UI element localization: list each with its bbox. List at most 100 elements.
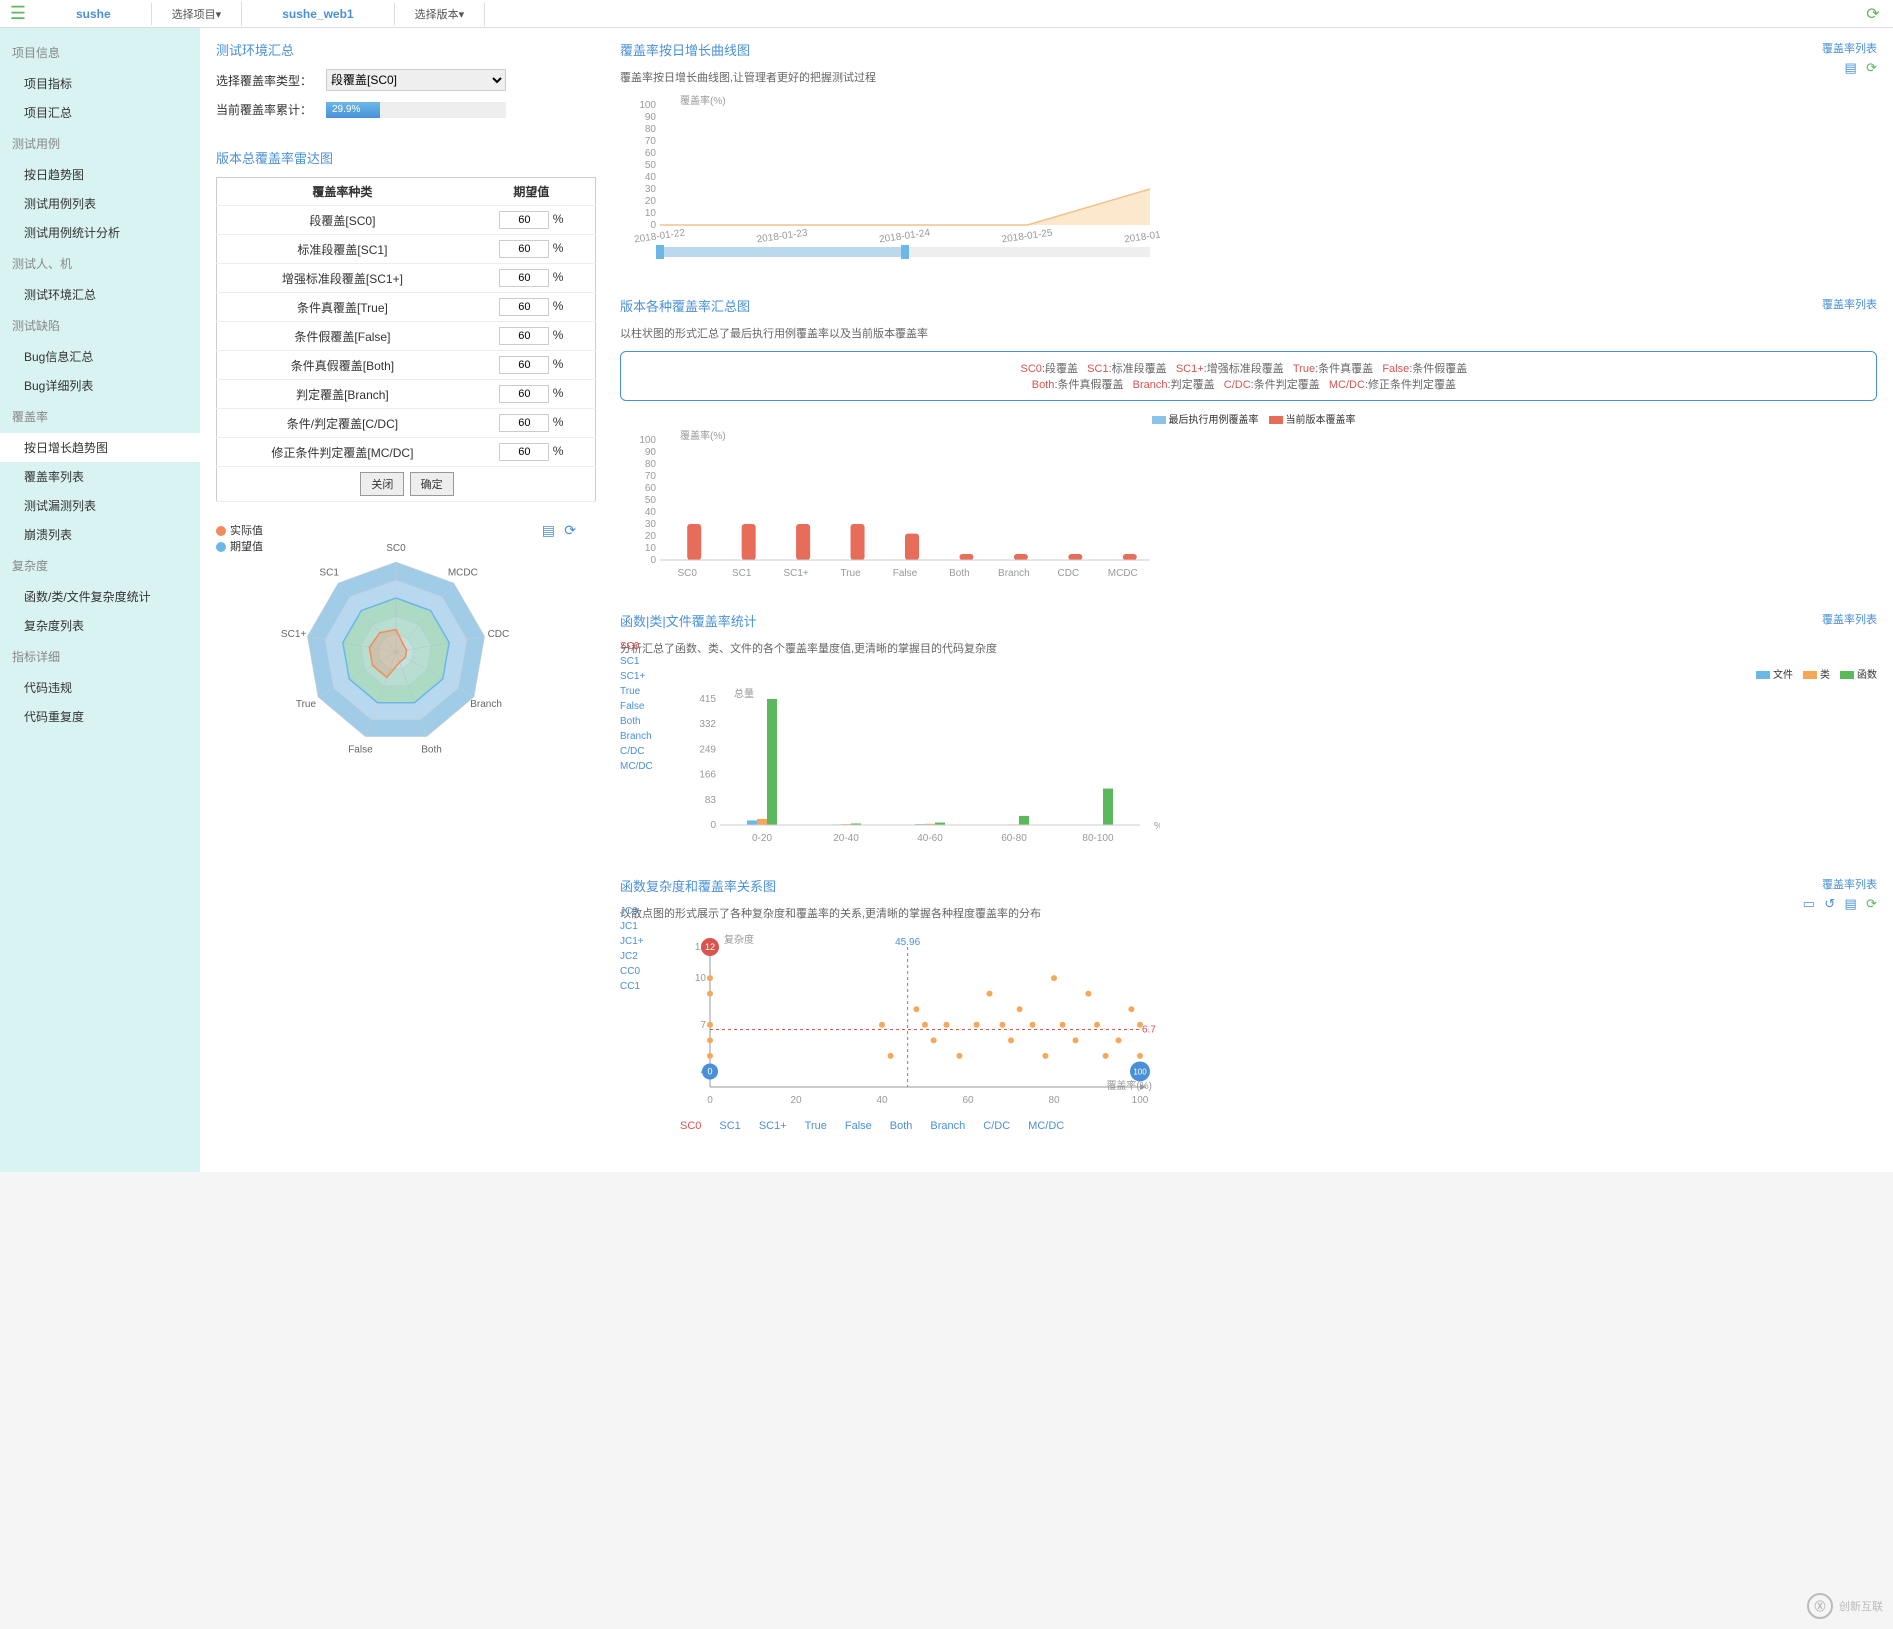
svg-text:SC1+: SC1+ (281, 629, 306, 640)
radar-row-input[interactable] (499, 385, 549, 403)
bar-link[interactable]: 覆盖率列表 (1822, 296, 1877, 312)
svg-text:10: 10 (695, 973, 707, 984)
hist-cat[interactable]: True (620, 686, 653, 697)
sidebar-item[interactable]: 覆盖率列表 (0, 462, 200, 491)
svg-text:50: 50 (645, 495, 657, 506)
progress-bar: 29.9% (326, 102, 506, 118)
hist-cat[interactable]: Branch (620, 731, 653, 742)
sidebar-item[interactable]: 崩溃列表 (0, 520, 200, 549)
sidebar-item[interactable]: 测试漏测列表 (0, 491, 200, 520)
scat-link[interactable]: 覆盖率列表 (1822, 876, 1877, 892)
scat-cat[interactable]: JC1 (620, 921, 644, 932)
scat-cat[interactable]: JC0 (620, 906, 644, 917)
svg-text:40: 40 (876, 1095, 888, 1106)
scatter-tab[interactable]: C/DC (983, 1120, 1010, 1132)
radar-chart: SC0MCDCCDCBranchBothFalseTrueSC1+SC1 (246, 522, 546, 772)
sidebar-item[interactable]: Bug详细列表 (0, 371, 200, 400)
radar-row-input[interactable] (499, 327, 549, 345)
radar-row-name: 修正条件判定覆盖[MC/DC] (217, 438, 468, 467)
radar-row-input[interactable] (499, 240, 549, 258)
radar-row-input[interactable] (499, 443, 549, 461)
svg-text:MCDC: MCDC (1108, 568, 1138, 579)
scat-data-icon[interactable]: ▤ (1844, 896, 1856, 911)
hist-cat[interactable]: Both (620, 716, 653, 727)
scatter-tab[interactable]: False (845, 1120, 872, 1132)
sidebar-item[interactable]: 项目汇总 (0, 98, 200, 127)
svg-text:40: 40 (645, 507, 657, 518)
scatter-tab[interactable]: Branch (930, 1120, 965, 1132)
svg-text:True: True (296, 699, 317, 710)
svg-text:90: 90 (645, 447, 657, 458)
radar-refresh-icon[interactable]: ⟳ (564, 522, 576, 538)
sidebar-item[interactable]: 函数/类/文件复杂度统计 (0, 582, 200, 611)
svg-text:20: 20 (645, 196, 657, 207)
svg-text:2018-01-23: 2018-01-23 (756, 227, 809, 245)
sidebar-item[interactable]: 测试环境汇总 (0, 280, 200, 309)
version-dropdown[interactable]: 选择版本▾ (395, 2, 486, 26)
sidebar-item[interactable]: 测试用例统计分析 (0, 218, 200, 247)
sidebar-item[interactable]: Bug信息汇总 (0, 342, 200, 371)
scatter-tab[interactable]: True (805, 1120, 827, 1132)
sidebar-item[interactable]: 测试用例列表 (0, 189, 200, 218)
ok-button[interactable]: 确定 (410, 472, 454, 496)
radar-row-input[interactable] (499, 298, 549, 316)
sidebar-item[interactable]: 代码违规 (0, 673, 200, 702)
line-refresh-icon[interactable]: ⟳ (1866, 60, 1877, 75)
bar-chart: 0102030405060708090100覆盖率(%)SC0SC1SC1+Tr… (620, 430, 1160, 580)
scatter-tab[interactable]: SC0 (680, 1120, 701, 1132)
scatter-tab[interactable]: MC/DC (1028, 1120, 1064, 1132)
radar-row-input[interactable] (499, 414, 549, 432)
topbar: ☰ sushe 选择项目▾ sushe_web1 选择版本▾ ⟳ (0, 0, 1893, 28)
svg-text:40-60: 40-60 (917, 833, 943, 844)
radar-row-input[interactable] (499, 211, 549, 229)
hist-link[interactable]: 覆盖率列表 (1822, 611, 1877, 627)
scat-cat[interactable]: JC2 (620, 951, 644, 962)
scat-cat[interactable]: CC0 (620, 966, 644, 977)
hist-cat[interactable]: MC/DC (620, 761, 653, 772)
sidebar-group-title: 覆盖率 (0, 400, 200, 433)
scatter-tab[interactable]: SC1 (719, 1120, 740, 1132)
coverage-type-select[interactable]: 段覆盖[SC0] (326, 69, 506, 91)
svg-text:83: 83 (705, 795, 717, 806)
sidebar-item[interactable]: 代码重复度 (0, 702, 200, 731)
scat-tool2-icon[interactable]: ↺ (1824, 896, 1835, 911)
close-button[interactable]: 关闭 (360, 472, 404, 496)
radar-row-input[interactable] (499, 269, 549, 287)
scatter-tab[interactable]: SC1+ (759, 1120, 787, 1132)
scat-refresh-icon[interactable]: ⟳ (1866, 896, 1877, 911)
hist-cat[interactable]: C/DC (620, 746, 653, 757)
radar-row-name: 判定覆盖[Branch] (217, 380, 468, 409)
scat-cat[interactable]: JC1+ (620, 936, 644, 947)
refresh-icon[interactable]: ⟳ (1861, 2, 1885, 26)
col-expect: 期望值 (468, 178, 596, 206)
hist-cat[interactable]: False (620, 701, 653, 712)
radar-data-icon[interactable]: ▤ (542, 522, 555, 538)
svg-text:2018-01-26: 2018-01-26 (1124, 227, 1160, 245)
svg-text:332: 332 (699, 719, 716, 730)
sidebar-group-title: 测试用例 (0, 127, 200, 160)
scatter-tab[interactable]: Both (890, 1120, 913, 1132)
hist-cat[interactable]: SC1 (620, 656, 653, 667)
sidebar-item[interactable]: 按日增长趋势图 (0, 433, 200, 462)
hist-cat[interactable]: SC1+ (620, 671, 653, 682)
line-link[interactable]: 覆盖率列表 (1822, 40, 1877, 56)
svg-text:7: 7 (700, 1020, 706, 1031)
version-tab[interactable]: sushe_web1 (242, 3, 394, 25)
radar-row-input[interactable] (499, 356, 549, 374)
hist-cat[interactable]: SC0 (620, 641, 653, 652)
svg-text:90: 90 (645, 112, 657, 123)
svg-text:2018-01-25: 2018-01-25 (1001, 227, 1054, 245)
svg-text:Branch: Branch (470, 699, 502, 710)
sidebar-item[interactable]: 复杂度列表 (0, 611, 200, 640)
svg-text:0: 0 (650, 220, 656, 231)
line-data-icon[interactable]: ▤ (1844, 60, 1856, 75)
project-tab[interactable]: sushe (36, 3, 152, 25)
project-dropdown[interactable]: 选择项目▾ (152, 2, 243, 26)
line-chart: 0102030405060708090100覆盖率(%)2018-01-2220… (620, 95, 1160, 265)
menu-icon[interactable]: ☰ (6, 2, 30, 26)
scat-cat[interactable]: CC1 (620, 981, 644, 992)
sidebar-item[interactable]: 项目指标 (0, 69, 200, 98)
sidebar-item[interactable]: 按日趋势图 (0, 160, 200, 189)
svg-text:MCDC: MCDC (448, 567, 478, 578)
scat-tool1-icon[interactable]: ▭ (1803, 896, 1815, 911)
